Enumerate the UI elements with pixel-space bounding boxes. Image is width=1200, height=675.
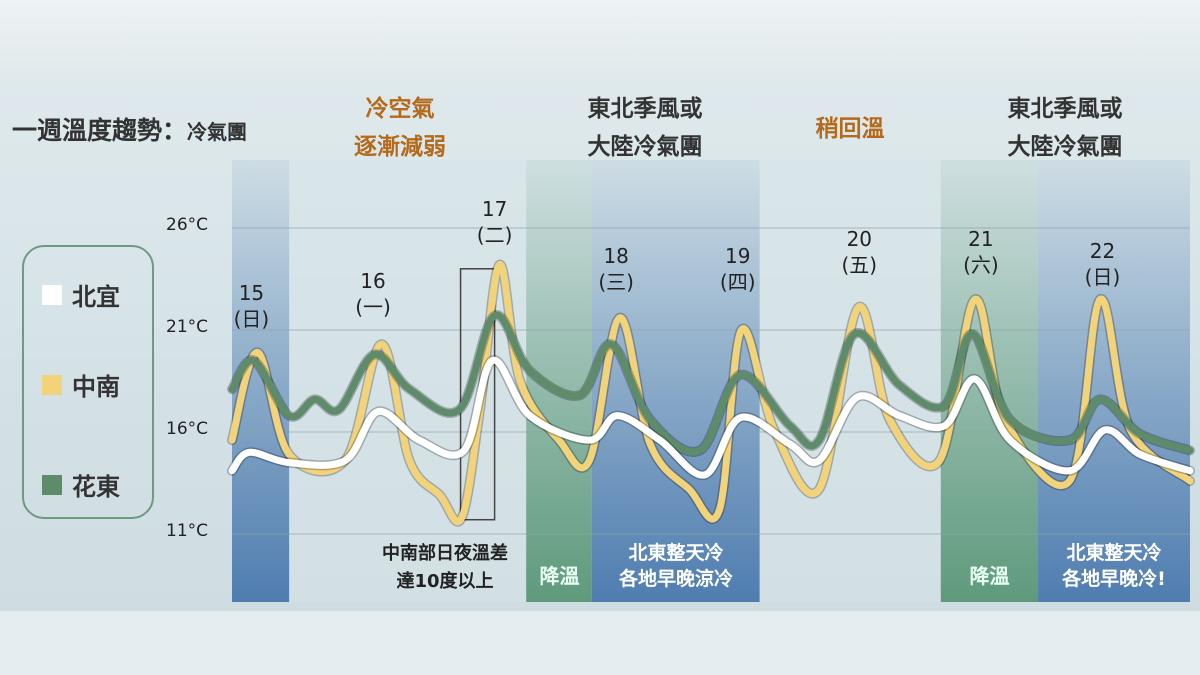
- title-main: 一週溫度趨勢：: [12, 116, 188, 145]
- chart-title: 一週溫度趨勢：冷氣團: [12, 112, 247, 151]
- day-number: 16: [360, 269, 386, 293]
- day-number: 21: [968, 227, 994, 251]
- day-label: 15 (日): [221, 280, 281, 332]
- annotation-line: 逐漸減弱: [354, 134, 446, 160]
- annotation-monsoon-1: 東北季風或大陸冷氣團: [560, 90, 730, 166]
- y-tick-label: 26°C: [166, 215, 209, 235]
- legend-item-beiyi: 北宜: [42, 277, 120, 312]
- annotation-line: 東北季風或: [1007, 96, 1123, 122]
- legend-item-huadong: 花東: [42, 467, 120, 502]
- series-huadong-line: [228, 311, 1194, 456]
- legend-item-zhongnan: 中南: [42, 367, 120, 402]
- annotation-line: 大陸冷氣團: [587, 134, 703, 160]
- legend-swatch: [42, 374, 62, 395]
- legend-swatch: [42, 474, 62, 495]
- day-label: 21 (六): [951, 226, 1011, 278]
- day-label: 19 (四): [708, 243, 768, 295]
- annotation-line: 達10度以上: [396, 571, 494, 592]
- day-label: 18 (三): [586, 243, 646, 295]
- annotation-line: 冷空氣: [365, 96, 435, 122]
- weekday: (六): [963, 253, 999, 277]
- annotation-line: 北東整天冷: [628, 542, 724, 564]
- day-label: 17 (二): [465, 196, 525, 248]
- annotation-weakening: 冷空氣 逐漸減弱: [335, 90, 465, 166]
- annotation-cooling-2: 降溫: [941, 563, 1038, 589]
- weekday: (二): [476, 223, 513, 247]
- weekday: (四): [719, 270, 756, 294]
- weekday: (一): [355, 295, 391, 319]
- title-sub: 冷氣團: [187, 120, 248, 144]
- annotation-line: 降溫: [539, 564, 580, 588]
- weekday: (日): [1084, 265, 1121, 289]
- day-number: 15: [238, 281, 265, 305]
- annotation-cold-1: 北東整天冷各地早晚涼冷: [592, 540, 760, 592]
- day-number: 17: [481, 197, 508, 221]
- annotation-cooling-1: 降溫: [527, 563, 592, 589]
- annotation-line: 中南部日夜溫差: [382, 543, 508, 564]
- y-tick-label: 16°C: [166, 419, 209, 439]
- annotation-line: 大陸冷氣團: [1007, 134, 1123, 160]
- annotation-line: 東北季風或: [587, 96, 703, 122]
- y-tick-label: 21°C: [166, 317, 209, 337]
- legend: 北宜 中南 花東: [22, 245, 154, 519]
- day-number: 18: [603, 244, 629, 268]
- weekday: (三): [598, 270, 634, 294]
- highlight-box: [459, 268, 496, 521]
- annotation-cold-2: 北東整天冷各地早晚冷!: [1038, 540, 1190, 592]
- band-cold: [1038, 160, 1190, 602]
- annotation-diurnal-range: 中南部日夜溫差 達10度以上: [360, 540, 530, 596]
- series-zhongnan-line: [228, 261, 1194, 526]
- day-number: 20: [846, 227, 873, 251]
- annotation-line: 降溫: [969, 564, 1010, 588]
- legend-label: 中南: [72, 373, 120, 401]
- annotation-line: 各地早晚冷!: [1062, 568, 1166, 590]
- day-label: 20 (五): [829, 226, 889, 278]
- day-number: 19: [725, 244, 751, 268]
- weekday: (五): [841, 253, 878, 277]
- annotation-line: 各地早晚涼冷: [618, 568, 733, 590]
- annotation-line: 北東整天冷: [1066, 542, 1162, 564]
- day-number: 22: [1089, 239, 1116, 263]
- y-tick-label: 11°C: [166, 521, 209, 541]
- weekday: (日): [233, 307, 270, 331]
- annotation-line: 稍回溫: [815, 116, 885, 142]
- annotation-warming: 稍回溫: [800, 110, 900, 148]
- annotation-monsoon-2: 東北季風或大陸冷氣團: [980, 90, 1150, 166]
- day-label: 16 (一): [343, 268, 403, 320]
- legend-swatch: [42, 284, 62, 305]
- legend-label: 北宜: [72, 283, 120, 311]
- legend-label: 花東: [72, 473, 120, 501]
- day-label: 22 (日): [1072, 238, 1132, 290]
